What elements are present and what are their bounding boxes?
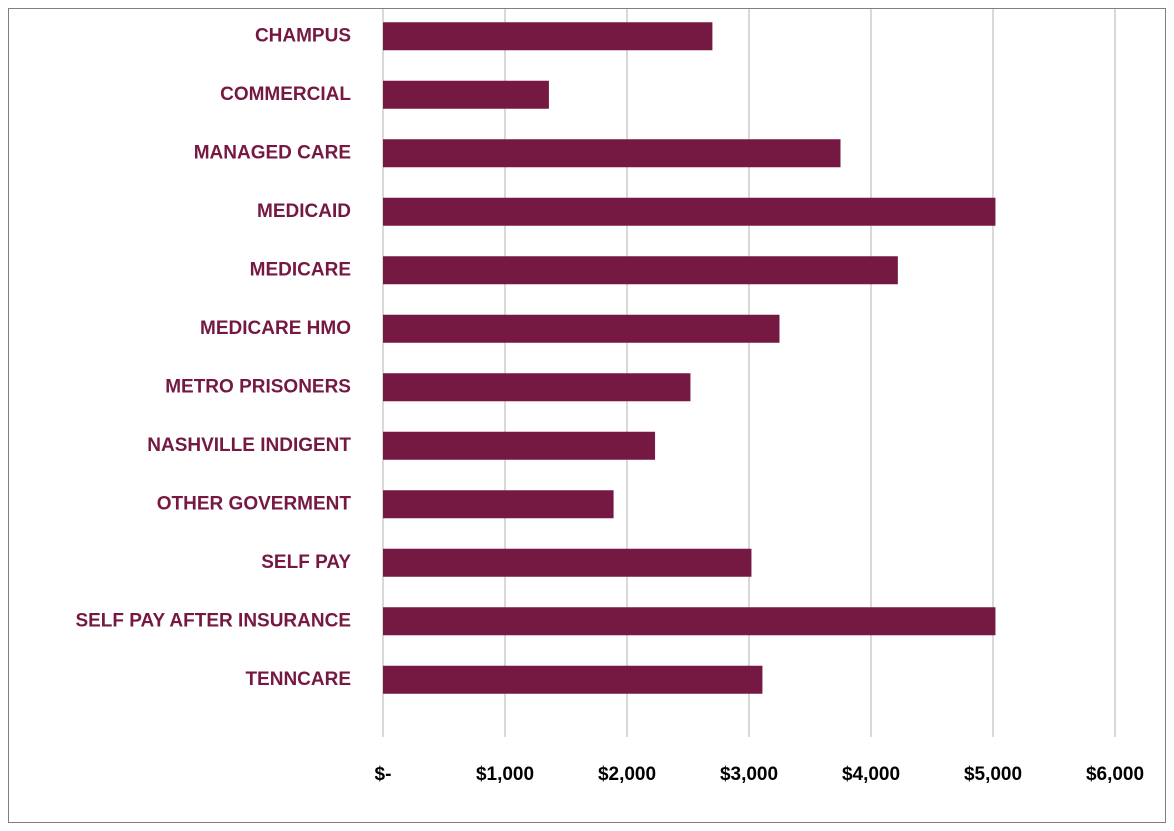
y-tick-label: METRO PRISONERS <box>165 376 351 397</box>
x-tick-label: $2,000 <box>598 764 656 785</box>
bar <box>383 314 780 343</box>
y-tick-label: OTHER GOVERMENT <box>157 493 352 514</box>
y-tick-label: CHAMPUS <box>255 25 351 46</box>
x-tick-label: $4,000 <box>842 764 900 785</box>
bar <box>383 256 898 285</box>
x-tick-label: $5,000 <box>964 764 1022 785</box>
bars <box>383 22 996 694</box>
bar <box>383 139 841 168</box>
x-tick-label: $1,000 <box>476 764 534 785</box>
x-tick-label: $6,000 <box>1086 764 1144 785</box>
y-tick-label: SELF PAY AFTER INSURANCE <box>75 610 351 631</box>
bar <box>383 490 614 519</box>
y-tick-label: SELF PAY <box>261 552 351 573</box>
y-tick-label: NASHVILLE INDIGENT <box>147 435 351 456</box>
bar <box>383 431 656 460</box>
bar <box>383 665 763 694</box>
y-tick-label: MEDICAID <box>257 201 351 222</box>
x-tick-label: $- <box>375 764 392 785</box>
y-tick-label: COMMERCIAL <box>220 84 351 105</box>
bar <box>383 548 752 577</box>
y-tick-label: MANAGED CARE <box>194 142 351 163</box>
grid <box>382 9 1116 737</box>
bar <box>383 607 996 636</box>
y-tick-label: MEDICARE HMO <box>200 318 351 339</box>
bar <box>383 373 691 402</box>
y-tick-label: MEDICARE <box>250 259 351 280</box>
bar <box>383 197 996 226</box>
y-tick-label: TENNCARE <box>245 669 351 690</box>
labels: $- $1,000 $2,000 $3,000 $4,000 $5,000 $6,000 CH… <box>75 25 1144 785</box>
bar <box>383 22 713 51</box>
bar <box>383 80 549 109</box>
chart-border <box>8 8 1166 823</box>
x-tick-label: $3,000 <box>720 764 778 785</box>
